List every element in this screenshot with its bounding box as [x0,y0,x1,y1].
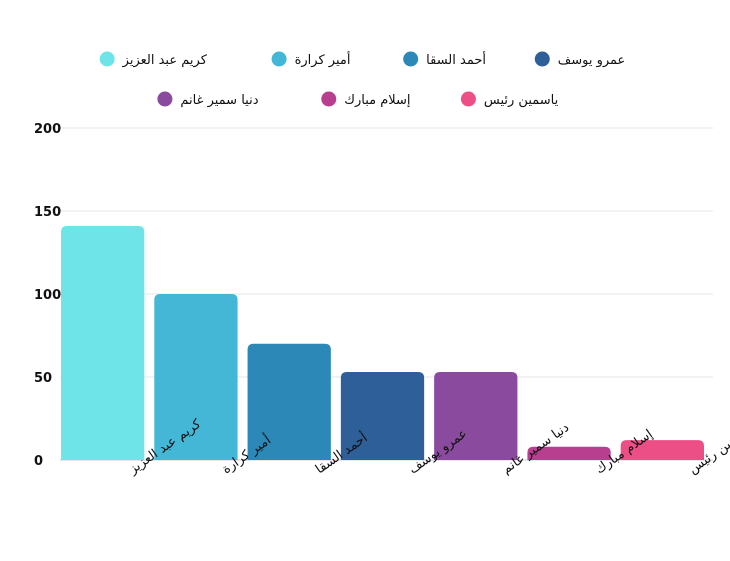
legend-label: ياسمين رئيس [484,93,559,108]
bar[interactable] [154,294,238,460]
bar[interactable] [527,446,611,460]
legend-label: إسلام مبارك [344,93,410,108]
legend-item[interactable]: أمير كرارة [271,51,351,68]
bars [61,225,704,460]
legend-item[interactable]: إسلام مبارك [321,91,411,109]
legend-swatch [534,51,550,67]
legend-swatch [321,91,337,107]
legend-item[interactable]: أحمد السقا [403,51,486,68]
y-tick-label: 150 [34,205,61,220]
legend-label: دنيا سمير غانم [180,93,258,108]
legend-swatch [403,51,419,67]
legend-item[interactable]: كريم عبد العزيز [99,51,208,69]
legend-label: عمرو يوسف [558,53,626,68]
y-tick-label: 0 [34,454,43,469]
bar[interactable] [434,372,518,460]
legend-item[interactable]: عمرو يوسف [534,51,626,69]
legend-swatch [99,51,115,67]
bar[interactable] [340,372,425,460]
y-tick-label: 100 [34,288,61,303]
legend-swatch [460,91,476,107]
legend-swatch [271,51,287,67]
legend-item[interactable]: دنيا سمير غانم [157,91,259,109]
legend[interactable]: كريم عبد العزيز أمير كرارة أحمد السقا عمرو … [99,51,626,109]
legend-label: أحمد السقا [426,51,486,68]
bar[interactable] [620,440,704,460]
legend-swatch [157,91,173,107]
y-axis-ticks: 0 50 100 150 200 [34,122,61,469]
legend-label: أمير كرارة [295,51,351,68]
legend-label: كريم عبد العزيز [122,53,208,68]
legend-item[interactable]: ياسمين رئيس [460,91,559,109]
y-tick-label: 50 [34,371,52,386]
bar[interactable] [247,343,331,460]
y-tick-label: 200 [34,122,61,137]
bar[interactable] [61,225,145,460]
